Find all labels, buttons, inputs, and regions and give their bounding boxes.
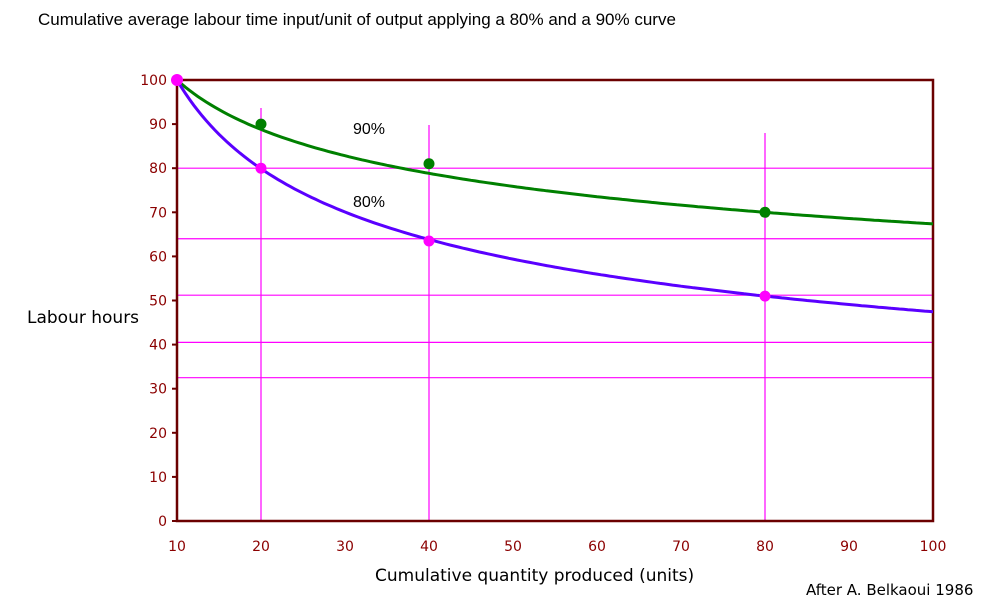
series-label-80: 80% <box>353 194 385 211</box>
y-tick-label: 0 <box>158 514 167 530</box>
y-tick-label: 100 <box>140 73 167 89</box>
y-tick-label: 50 <box>149 294 167 310</box>
x-tick-label: 90 <box>840 539 858 555</box>
y-tick-label: 70 <box>149 205 167 221</box>
series-label-90: 90% <box>353 121 385 138</box>
x-tick-label: 20 <box>252 539 270 555</box>
x-tick-label: 50 <box>504 539 522 555</box>
x-tick-label: 10 <box>168 539 186 555</box>
series-line-80pct <box>175 79 934 314</box>
x-axis-label: Cumulative quantity produced (units) <box>375 566 695 586</box>
y-tick-label: 30 <box>149 382 167 398</box>
y-tick-label: 90 <box>149 117 167 133</box>
y-axis-label: Labour hours <box>27 308 140 328</box>
x-tick-label: 100 <box>920 539 947 555</box>
x-tick-label: 30 <box>336 539 354 555</box>
data-point <box>423 235 435 247</box>
y-tick-label: 20 <box>149 426 167 442</box>
series-line-90pct <box>176 78 934 226</box>
x-tick-label: 60 <box>588 539 606 555</box>
y-tick-label: 60 <box>149 249 167 265</box>
y-tick-label: 10 <box>149 470 167 486</box>
data-point <box>759 206 771 218</box>
x-tick-label: 80 <box>756 539 774 555</box>
data-point <box>759 290 771 302</box>
x-tick-label: 70 <box>672 539 690 555</box>
source-note: After A. Belkaoui 1986 <box>806 581 974 599</box>
data-point <box>255 162 267 174</box>
y-tick-label: 80 <box>149 161 167 177</box>
chart-title: Cumulative average labour time input/uni… <box>38 10 676 29</box>
data-point <box>171 74 183 86</box>
y-tick-label: 40 <box>149 338 167 354</box>
data-point <box>255 118 267 130</box>
x-tick-label: 40 <box>420 539 438 555</box>
data-point <box>423 158 435 170</box>
